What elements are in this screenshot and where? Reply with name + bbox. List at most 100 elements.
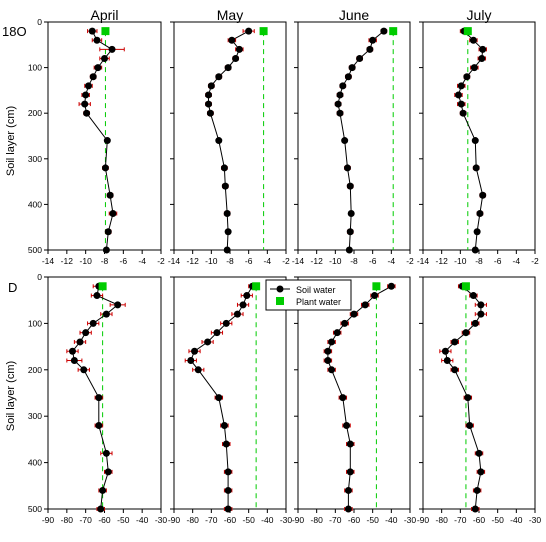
soil-water-point [207, 82, 215, 90]
panel-bottom-june: -90 -80 -70 -60 -50 -40 -30 [292, 276, 417, 525]
legend: Soil water Plant water [265, 279, 352, 311]
y-tick-label: 0 [37, 272, 42, 282]
soil-water-point [205, 100, 213, 108]
soil-water-point [350, 310, 358, 318]
soil-water-point [371, 292, 379, 300]
soil-water-point [104, 468, 112, 476]
soil-water-point [356, 54, 364, 62]
x-tick-label: -80 [311, 515, 324, 525]
x-tick-label: -90 [42, 515, 55, 525]
soil-water-point [89, 73, 97, 81]
soil-water-point [101, 164, 109, 172]
x-tick-label: -12 [311, 256, 324, 266]
soil-water-point [339, 82, 347, 90]
soil-water-point [441, 347, 449, 355]
soil-water-point [191, 347, 199, 355]
plant-water-point [372, 282, 381, 291]
soil-water-point [341, 137, 349, 145]
x-tick-label: -90 [168, 515, 181, 525]
x-tick-label: -6 [120, 256, 128, 266]
soil-water-point [477, 310, 485, 318]
soil-water-point [101, 54, 108, 62]
soil-water-point [68, 347, 76, 355]
x-tick-label: -30 [280, 515, 293, 525]
soil-water-point [328, 338, 336, 346]
x-tick-label: -60 [348, 515, 361, 525]
soil-water-point [82, 329, 90, 337]
x-tick-label: -60 [224, 515, 237, 525]
y-tick-label: 200 [28, 108, 42, 118]
soil-water-point [462, 329, 470, 337]
soil-water-point [479, 191, 487, 199]
panel-title: April [90, 7, 118, 23]
plant-water-point [98, 282, 107, 291]
x-tick-label: -50 [243, 515, 256, 525]
x-tick-label: -70 [205, 515, 218, 525]
soil-water-point [476, 210, 484, 218]
x-tick-label: -6 [369, 256, 377, 266]
soil-water-point [464, 394, 472, 402]
plant-water-point [463, 27, 472, 36]
soil-water-point [205, 91, 213, 99]
soil-water-point [457, 100, 465, 108]
soil-water-point [220, 164, 228, 172]
x-tick-label: -10 [329, 256, 342, 266]
soil-water-point [114, 301, 122, 309]
row-label-bottom: D [8, 280, 17, 295]
x-tick-label: -30 [404, 515, 417, 525]
soil-water-point [339, 394, 347, 402]
y-tick-label: 500 [28, 245, 42, 255]
soil-water-point [223, 210, 231, 218]
soil-water-point [103, 137, 111, 145]
panel-frame [173, 21, 287, 251]
soil-water-point [70, 357, 78, 365]
soil-water-point [459, 109, 467, 117]
soil-water-point [221, 182, 229, 190]
y-tick-label: 100 [28, 318, 42, 328]
x-tick-label: -40 [136, 515, 149, 525]
soil-water-point [347, 210, 355, 218]
soil-water-point [471, 319, 479, 327]
soil-water-point [84, 82, 92, 90]
soil-water-point [95, 394, 103, 402]
x-tick-label: -2 [282, 256, 290, 266]
x-tick-label: -8 [475, 256, 483, 266]
soil-water-point [346, 468, 354, 476]
legend-soil-marker [276, 285, 284, 293]
x-tick-label: -10 [80, 256, 93, 266]
soil-water-line [84, 30, 114, 251]
row-label-top-suffix: O [16, 24, 26, 39]
soil-water-point [222, 319, 230, 327]
x-tick-label: -50 [367, 515, 380, 525]
soil-water-point [345, 246, 353, 254]
soil-water-point [243, 292, 251, 300]
soil-water-point [106, 191, 114, 199]
soil-water-point [94, 64, 102, 72]
soil-water-point [82, 91, 90, 99]
x-tick-label: -12 [187, 256, 200, 266]
panel-top-may: May -14 -12 -10 -8 -6 -4 -2 [168, 7, 290, 266]
x-tick-label: -14 [42, 256, 55, 266]
soil-water-point [204, 338, 212, 346]
x-tick-label: -4 [513, 256, 521, 266]
soil-water-line [337, 30, 385, 251]
soil-water-point [224, 505, 232, 513]
panel-title: July [467, 7, 492, 23]
x-tick-label: -50 [117, 515, 130, 525]
soil-water-point [324, 347, 332, 355]
plant-water-point [252, 282, 261, 291]
soil-water-point [457, 82, 465, 90]
soil-water-point [80, 366, 88, 374]
soil-water-point [245, 27, 253, 35]
soil-water-point [328, 366, 336, 374]
soil-water-point [109, 210, 117, 218]
soil-water-point [344, 486, 352, 494]
soil-water-point [477, 468, 485, 476]
soil-water-point [473, 486, 481, 494]
x-tick-label: -80 [436, 515, 449, 525]
x-tick-label: -6 [494, 256, 502, 266]
x-tick-label: -12 [436, 256, 449, 266]
soil-water-point [99, 486, 107, 494]
plant-water-point [259, 27, 268, 36]
